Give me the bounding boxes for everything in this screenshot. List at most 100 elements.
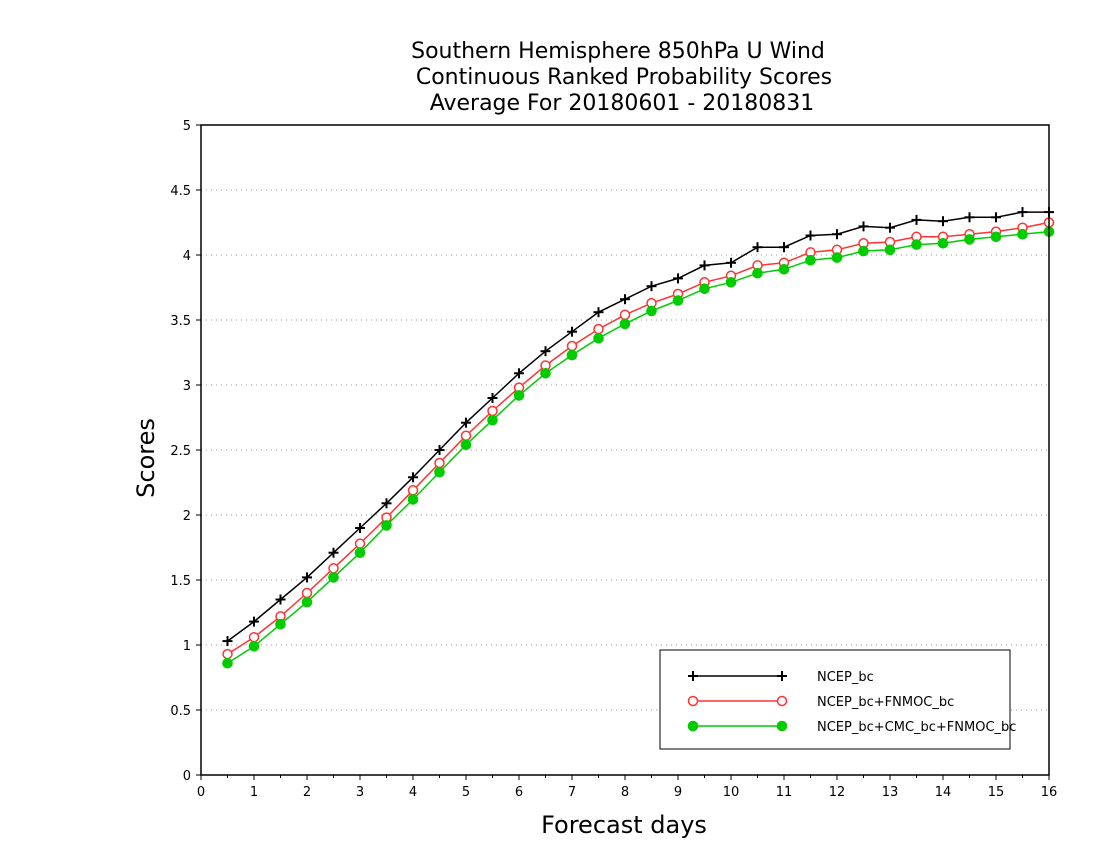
data-point	[566, 349, 578, 361]
data-point	[460, 430, 472, 441]
data-point	[301, 596, 313, 608]
data-point	[699, 283, 710, 295]
x-tick-label: 3	[356, 785, 364, 800]
data-point	[248, 641, 260, 652]
data-point	[328, 572, 339, 583]
data-point	[805, 230, 816, 241]
y-tick-label: 4	[183, 249, 191, 264]
y-axis-title: Scores	[132, 418, 160, 498]
legend-label: NCEP_bc	[817, 670, 874, 685]
x-tick-label: 1	[250, 785, 258, 800]
legend-entry: NCEP_bc+FNMOC_bc	[687, 695, 954, 710]
data-point	[354, 538, 366, 549]
x-tick-label: 4	[409, 785, 417, 800]
legend-marker	[687, 720, 699, 732]
legend-marker	[688, 671, 698, 681]
y-tick-label: 1	[183, 639, 191, 654]
data-point	[381, 498, 392, 509]
data-point	[513, 390, 525, 401]
data-point	[964, 212, 975, 223]
data-point	[699, 260, 710, 271]
data-point	[672, 295, 684, 306]
chart-title-line-2: Continuous Ranked Probability Scores	[416, 65, 832, 90]
data-point	[990, 231, 1002, 243]
data-point	[328, 563, 339, 574]
data-point	[540, 368, 551, 379]
data-point	[619, 318, 631, 330]
data-point	[566, 340, 578, 352]
y-tick-label: 2.5	[170, 444, 191, 459]
y-tick-label: 0.5	[170, 704, 191, 719]
y-tick-label: 5	[183, 119, 191, 134]
data-point	[911, 214, 922, 225]
data-point	[831, 252, 843, 263]
data-point	[408, 472, 418, 483]
data-point	[514, 368, 524, 379]
data-point	[407, 485, 419, 496]
data-point	[593, 307, 604, 318]
y-tick-label: 3	[183, 379, 191, 394]
data-point	[752, 267, 763, 279]
data-point	[725, 277, 737, 288]
data-point	[858, 221, 869, 232]
data-point	[301, 587, 313, 599]
data-point	[434, 457, 445, 469]
legend-marker	[687, 695, 699, 707]
data-point	[832, 229, 842, 240]
chart-title-line-1: Southern Hemisphere 850hPa U Wind	[411, 39, 825, 64]
x-tick-label: 9	[674, 785, 682, 800]
data-point	[248, 631, 260, 643]
x-tick-label: 7	[568, 785, 576, 800]
data-point	[752, 242, 763, 253]
chart-title-line-3: Average For 20180601 - 20180831	[430, 91, 815, 116]
y-tick-label: 2	[183, 509, 191, 524]
data-point	[487, 405, 498, 417]
data-point	[461, 417, 471, 428]
data-point	[434, 466, 445, 478]
legend-entry: NCEP_bc+CMC_bc+FNMOC_bc	[687, 720, 1016, 735]
data-point	[646, 281, 657, 292]
data-point	[673, 273, 683, 284]
data-point	[884, 244, 896, 256]
x-axis-title: Forecast days	[541, 811, 707, 839]
x-tick-label: 10	[723, 785, 740, 800]
data-point	[540, 346, 551, 357]
legend: NCEP_bc NCEP_bc+FNMOC_bc NCEP_bc+CMC_bc+FN…	[659, 649, 1016, 750]
data-point	[937, 238, 949, 249]
y-tick-label: 3.5	[170, 314, 191, 329]
legend-box	[659, 649, 1011, 750]
data-point	[593, 332, 604, 344]
data-point	[567, 326, 577, 337]
data-point	[275, 618, 286, 630]
x-tick-label: 5	[462, 785, 470, 800]
data-point	[858, 245, 869, 257]
data-point	[726, 257, 736, 268]
data-point	[620, 294, 630, 305]
data-point	[778, 264, 790, 275]
data-point	[460, 439, 472, 451]
data-point	[911, 239, 922, 250]
x-tick-label: 12	[829, 785, 846, 800]
data-point	[355, 523, 365, 533]
data-point	[407, 494, 419, 505]
legend-entry: NCEP_bc	[688, 670, 874, 685]
y-tick-label: 4.5	[170, 184, 191, 199]
x-tick-label: 13	[882, 785, 899, 800]
data-point	[779, 242, 789, 253]
legend-label: NCEP_bc+CMC_bc+FNMOC_bc	[817, 720, 1016, 735]
data-point	[487, 414, 498, 426]
x-tick-label: 2	[303, 785, 311, 800]
series-1	[222, 207, 1054, 647]
data-point	[805, 254, 816, 266]
x-tick-label: 14	[935, 785, 952, 800]
legend-marker	[777, 671, 787, 681]
chart-title: Southern Hemisphere 850hPa U Wind Contin…	[411, 39, 832, 116]
data-point	[381, 520, 392, 531]
legend-label: NCEP_bc+FNMOC_bc	[817, 695, 954, 710]
y-tick-label: 1.5	[170, 574, 191, 589]
y-axis-ticks: 0 0.5 1 1.5 2 2.5 3 3.5 4 4.5 5	[170, 119, 201, 784]
data-point	[302, 572, 312, 583]
data-point	[1017, 228, 1028, 240]
